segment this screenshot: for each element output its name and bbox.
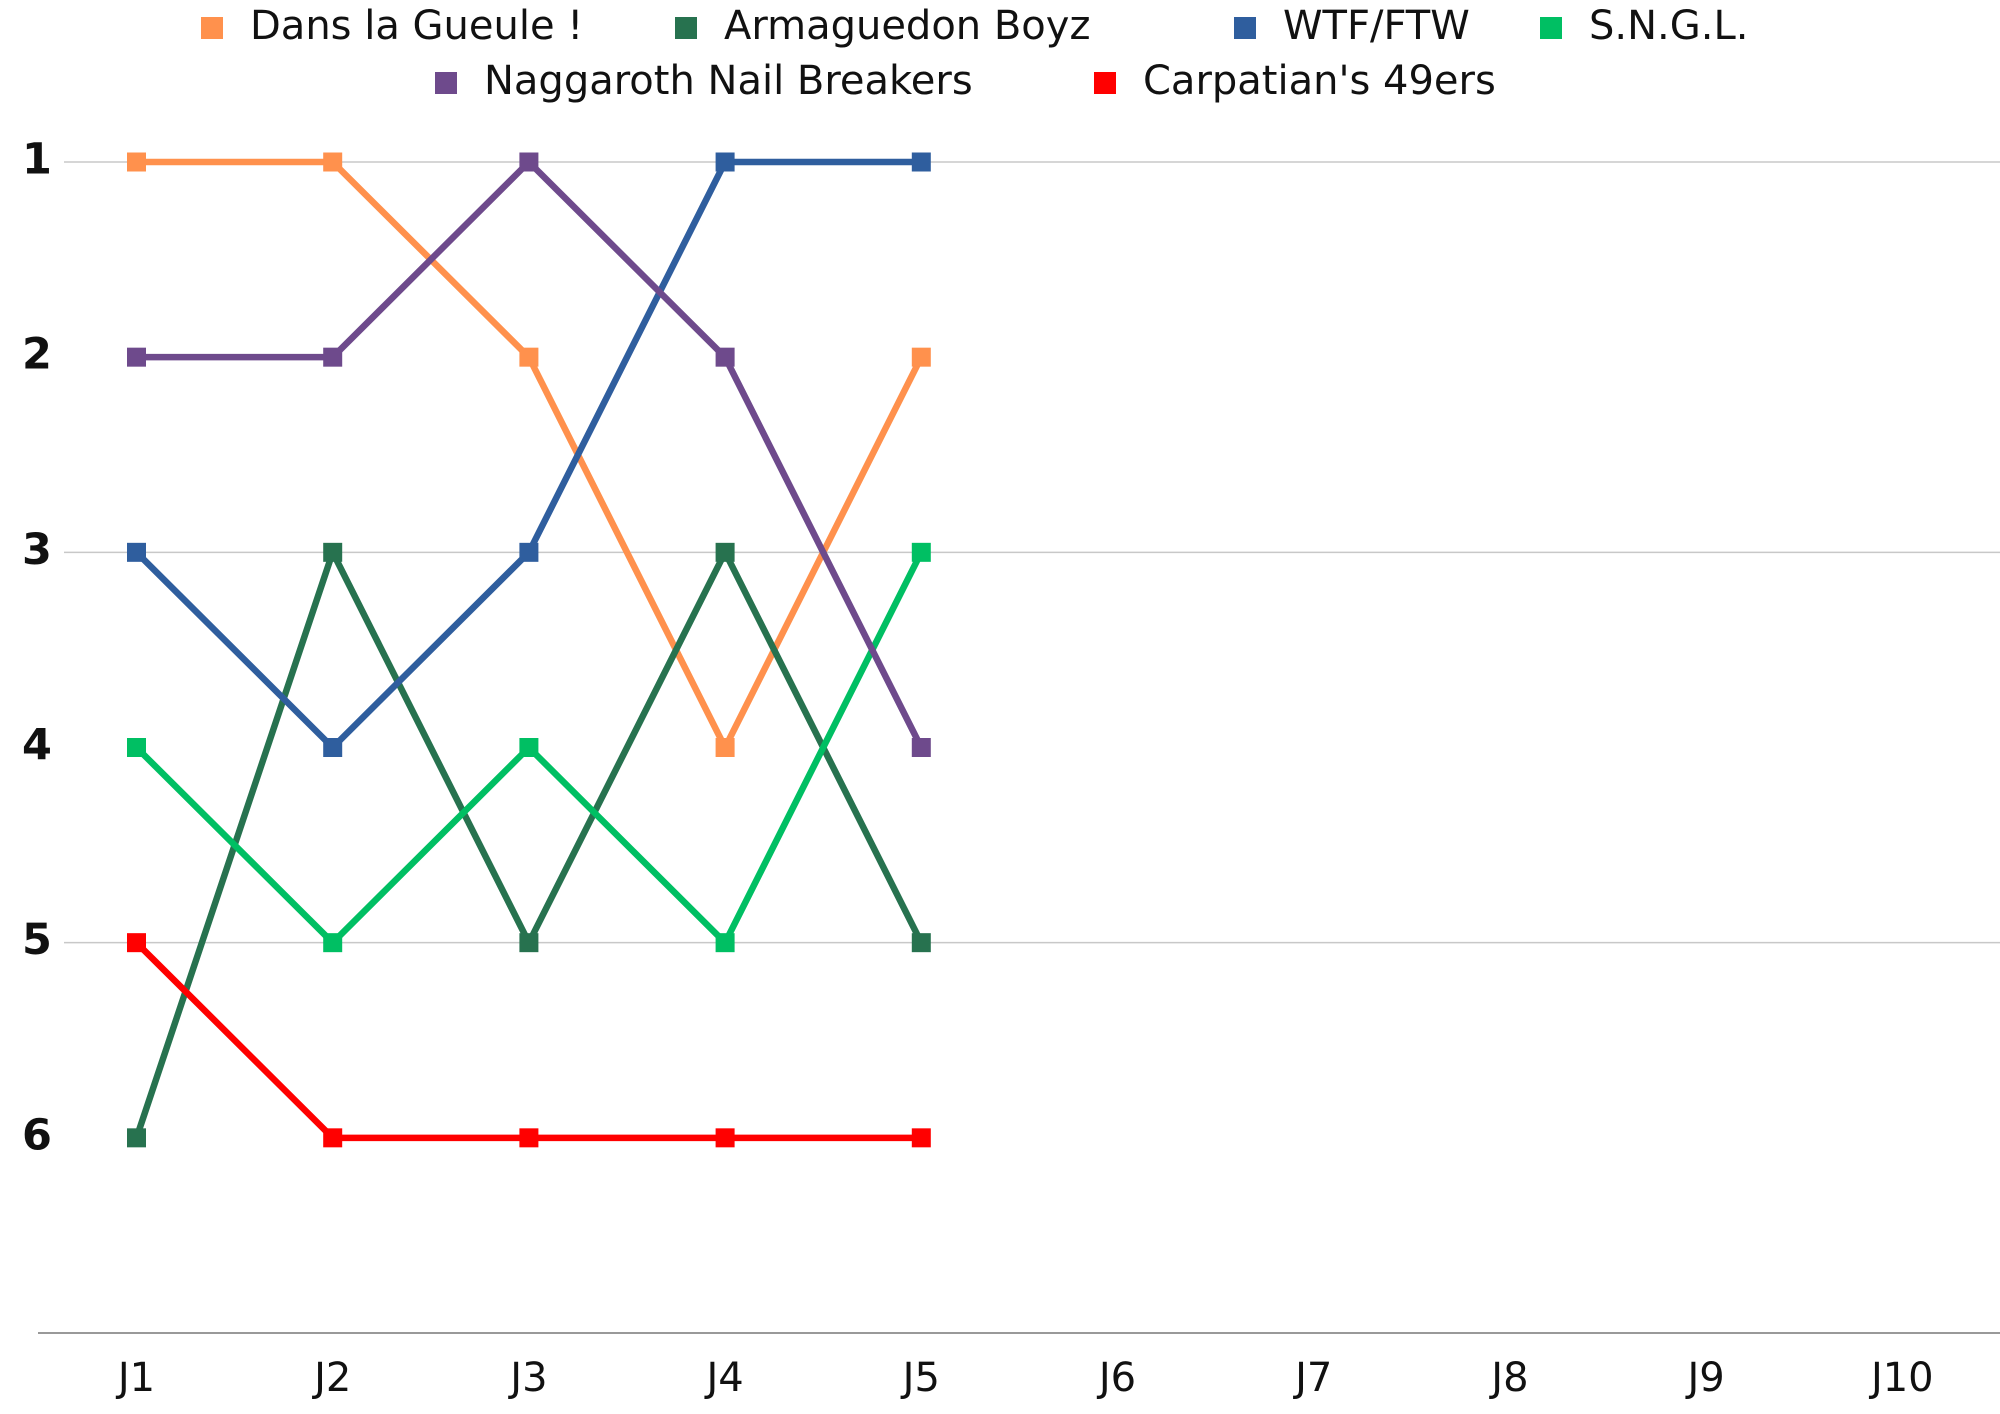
- legend-label: S.N.G.L.: [1589, 3, 1748, 49]
- point-marker: [127, 542, 146, 562]
- point-marker: [127, 152, 146, 172]
- point-marker: [911, 738, 931, 757]
- point-marker: [127, 1128, 146, 1148]
- point-marker: [911, 347, 931, 367]
- x-tick-label: J5: [900, 1355, 940, 1401]
- point-marker: [127, 738, 146, 757]
- point-marker: [715, 933, 735, 953]
- y-tick-label: 5: [22, 915, 52, 965]
- series-line: [133, 549, 925, 1139]
- point-marker: [911, 933, 931, 953]
- legend-swatch: [1094, 72, 1116, 94]
- series-line: [136, 158, 925, 751]
- point-marker: [715, 542, 735, 562]
- x-tick-label: J9: [1684, 1355, 1724, 1401]
- point-marker: [519, 933, 539, 953]
- point-marker: [323, 738, 343, 757]
- point-marker: [323, 1128, 343, 1148]
- x-tick-label: J2: [311, 1355, 351, 1401]
- point-marker: [323, 152, 343, 172]
- x-tick-label: J10: [1868, 1355, 1934, 1401]
- point-marker: [323, 347, 343, 367]
- point-marker: [519, 152, 539, 172]
- point-marker: [519, 542, 539, 562]
- y-tick-label: 6: [22, 1110, 52, 1160]
- y-tick-label: 3: [22, 525, 52, 575]
- point-marker: [911, 152, 931, 172]
- point-marker: [127, 347, 146, 367]
- series-line: [134, 158, 922, 751]
- point-marker: [519, 347, 539, 367]
- point-marker: [519, 738, 539, 757]
- point-marker: [127, 933, 146, 953]
- series-line: [134, 940, 922, 1142]
- x-tick-label: J4: [703, 1355, 743, 1401]
- legend-label: Naggaroth Nail Breakers: [484, 58, 973, 104]
- x-tick-label: J7: [1292, 1355, 1332, 1401]
- x-tick-label: J3: [507, 1355, 547, 1401]
- y-tick-label: 4: [22, 720, 52, 770]
- series-line: [136, 158, 925, 749]
- legend-label: WTF/FTW: [1283, 3, 1470, 49]
- point-marker: [911, 1128, 931, 1148]
- point-marker: [715, 152, 735, 172]
- y-tick-label: 2: [22, 330, 52, 380]
- x-tick-label: J6: [1096, 1355, 1136, 1401]
- point-marker: [519, 1128, 539, 1148]
- x-tick-label: J8: [1488, 1355, 1528, 1401]
- legend-label: Carpatian's 49ers: [1143, 58, 1496, 104]
- point-marker: [911, 542, 931, 562]
- point-marker: [715, 738, 735, 757]
- legend-swatch: [1540, 17, 1562, 39]
- legend-label: Armaguedon Boyz: [724, 3, 1090, 49]
- x-tick-label: J1: [115, 1355, 155, 1401]
- y-tick-label: 1: [22, 135, 52, 185]
- legend-swatch: [675, 17, 697, 39]
- legend-label: Dans la Gueule !: [250, 3, 583, 49]
- point-marker: [715, 1128, 735, 1148]
- legend-swatch: [1234, 17, 1256, 39]
- point-marker: [323, 933, 343, 953]
- point-marker: [323, 542, 343, 562]
- legend-swatch: [435, 72, 457, 94]
- legend-swatch: [201, 17, 223, 39]
- point-marker: [715, 347, 735, 367]
